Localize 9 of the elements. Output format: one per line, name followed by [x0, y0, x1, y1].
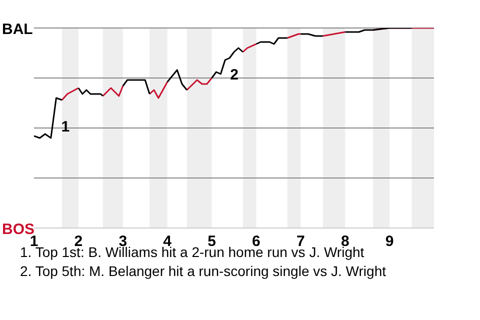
- text: BAL: [2, 21, 33, 38]
- annotation: 1: [61, 118, 70, 136]
- x-tick-label: 7: [296, 233, 305, 250]
- x-tick-label: 1: [30, 233, 38, 250]
- x-tick-label: 6: [252, 233, 260, 250]
- x-tick-label: 9: [385, 233, 394, 250]
- annotation: 2: [230, 66, 238, 84]
- x-tick-label: 5: [208, 233, 216, 250]
- text: 2. Top 5th: M. Belanger hit a run-scoring single vs J. Wright: [20, 262, 386, 281]
